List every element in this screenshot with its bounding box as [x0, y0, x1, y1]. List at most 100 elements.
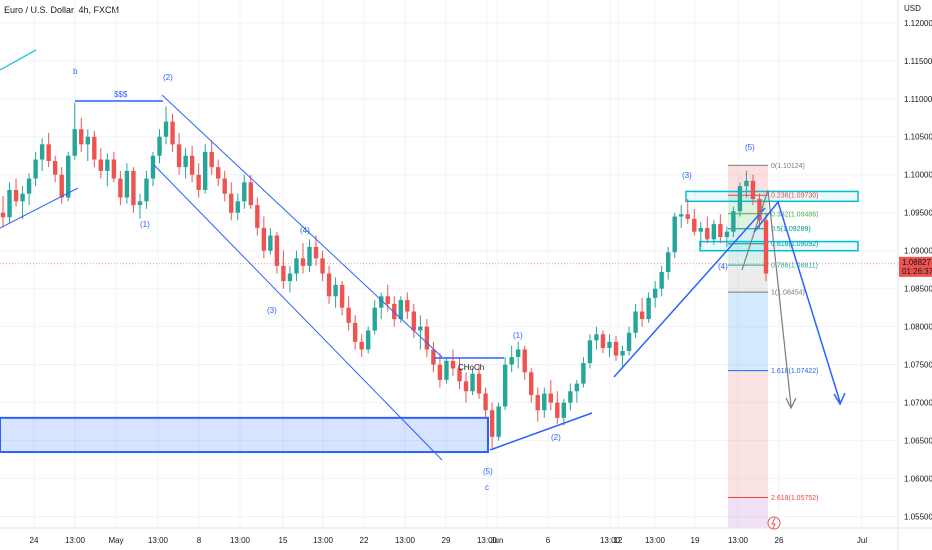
upper-trend-line [0, 49, 37, 71]
candle [150, 155, 156, 179]
time-axis-tick: 24 [30, 536, 39, 545]
price-axis-currency: USD [904, 4, 921, 13]
candle [320, 258, 325, 274]
projection-path-grey [741, 189, 792, 407]
time-axis-tick: Jun [491, 536, 504, 545]
fib-zone-5 [728, 370, 768, 498]
candle [646, 297, 651, 320]
time-axis-tick: 13:00 [230, 536, 251, 545]
candle [594, 334, 599, 341]
candle [216, 167, 221, 179]
fib-label-0.786: 0.786(1.08811) [771, 263, 818, 270]
rising-trend-line [613, 207, 766, 378]
price-axis-tick: 1.07500 [904, 361, 932, 370]
time-axis-tick: 22 [360, 536, 369, 545]
price-axis-tick: 1.08500 [904, 285, 932, 294]
candle [659, 271, 664, 289]
price-axis-tick: 1.10000 [904, 171, 932, 180]
wave-label: (4) [718, 262, 728, 271]
candle [405, 300, 410, 312]
projection-path-blue [753, 200, 841, 403]
fib-label-0: 0(1.10124) [771, 163, 805, 170]
price-axis-tick: 1.07000 [904, 399, 932, 408]
fib-label-1.618: 1.618(1.07422) [771, 368, 818, 375]
fib-zone-2 [728, 228, 768, 266]
candle [548, 393, 553, 403]
candle [489, 410, 495, 437]
price-axis-tick: 1.11000 [904, 95, 932, 104]
candle [744, 180, 749, 187]
candle [679, 214, 684, 217]
candle [39, 144, 45, 160]
candle [183, 155, 188, 168]
candle [711, 224, 717, 240]
candle [685, 214, 690, 219]
candle [66, 155, 71, 198]
down-channel-lower [153, 164, 443, 461]
candle [392, 303, 397, 320]
bar-countdown: 01:26:37 [902, 267, 932, 276]
candle [105, 159, 110, 171]
up-channel-line [0, 187, 79, 229]
candle [13, 189, 19, 202]
candle [307, 246, 312, 266]
price-axis-tick: 1.06500 [904, 437, 932, 446]
wave-label: (4) [300, 226, 310, 235]
candle [431, 349, 436, 365]
time-axis-tick: 13:00 [600, 536, 621, 545]
candle [444, 360, 449, 380]
wave-label: b [73, 67, 78, 76]
candle [189, 155, 195, 175]
candle [698, 227, 703, 232]
fib-zone-6 [728, 497, 768, 528]
candle [46, 144, 51, 162]
candle [750, 180, 756, 200]
candle [672, 216, 677, 253]
lightning-icon-glyph [771, 517, 776, 529]
annotation-choch: CHoCh [458, 363, 484, 372]
chart-title: Euro / U.S. Dollar, 4h, FXCM [4, 5, 120, 15]
candle [639, 311, 645, 320]
candle [542, 393, 547, 411]
candle [626, 332, 632, 351]
candle [255, 205, 260, 228]
candle [457, 368, 462, 382]
annotation-liquidity: $$$ [114, 90, 128, 99]
candle [326, 273, 332, 297]
candle [705, 227, 710, 240]
candle [163, 121, 169, 137]
candle [313, 246, 319, 259]
candle [339, 284, 345, 308]
candle [731, 211, 736, 232]
candle [281, 265, 286, 282]
candle [287, 273, 293, 282]
last-price-badge [899, 256, 932, 277]
candle [718, 224, 723, 238]
candle [242, 182, 247, 202]
price-axis-tick: 1.09500 [904, 209, 932, 218]
candle [333, 284, 338, 297]
candle [20, 193, 25, 202]
price-axis-tick: 1.05500 [904, 513, 932, 522]
candle [561, 402, 567, 418]
candle [248, 182, 254, 206]
candle [268, 235, 273, 251]
candle [52, 161, 58, 175]
candle [59, 174, 64, 198]
candle [300, 258, 306, 266]
down-channel-upper [161, 94, 443, 358]
candle [529, 372, 534, 396]
lightning-icon[interactable] [767, 516, 781, 530]
candle [665, 252, 671, 272]
candle [229, 193, 234, 213]
fib-label-1: 1(1.08454) [771, 290, 805, 297]
candle [515, 349, 521, 358]
wave-label: (1) [140, 220, 150, 229]
candle [274, 235, 280, 266]
candle [79, 129, 84, 145]
wave-label: (2) [163, 73, 173, 82]
candle [613, 341, 619, 356]
candle [372, 307, 377, 331]
candle [92, 136, 97, 160]
